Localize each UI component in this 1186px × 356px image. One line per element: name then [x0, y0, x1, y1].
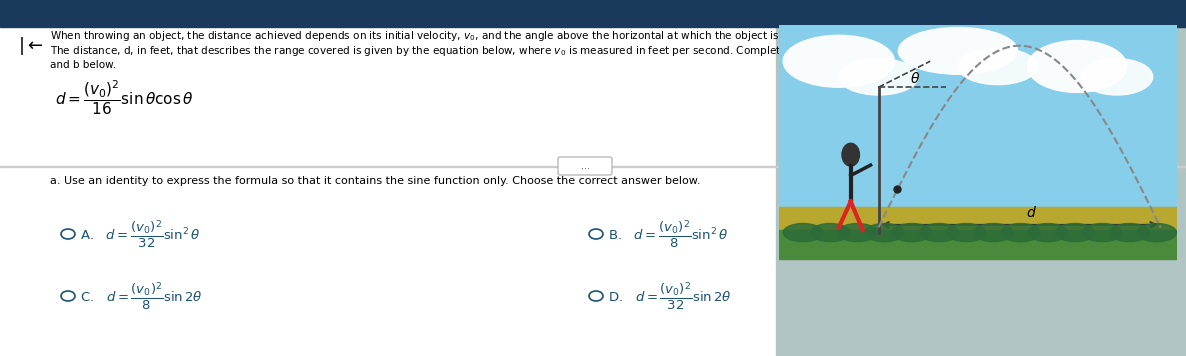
Text: ...: ...: [580, 161, 589, 171]
Ellipse shape: [1082, 59, 1153, 95]
Ellipse shape: [1136, 224, 1177, 242]
Ellipse shape: [589, 291, 602, 301]
Ellipse shape: [946, 224, 986, 242]
Ellipse shape: [60, 291, 75, 301]
Text: When throwing an object, the distance achieved depends on its initial velocity, : When throwing an object, the distance ac…: [50, 29, 835, 43]
Ellipse shape: [1110, 224, 1149, 242]
Bar: [779, 230, 1177, 258]
Ellipse shape: [783, 35, 894, 87]
Ellipse shape: [837, 224, 878, 242]
Ellipse shape: [783, 224, 823, 242]
Ellipse shape: [60, 229, 75, 239]
Text: B.   $d = \dfrac{(v_0)^2}{8}\sin^2\theta$: B. $d = \dfrac{(v_0)^2}{8}\sin^2\theta$: [608, 218, 728, 250]
Ellipse shape: [1028, 224, 1067, 242]
Text: D.   $d = \dfrac{(v_0)^2}{32}\sin 2\theta$: D. $d = \dfrac{(v_0)^2}{32}\sin 2\theta$: [608, 280, 732, 312]
Ellipse shape: [839, 59, 918, 95]
Bar: [0, 27, 778, 356]
Text: a. Use an identity to express the formula so that it contains the sine function : a. Use an identity to express the formul…: [50, 176, 701, 186]
Ellipse shape: [1001, 224, 1040, 242]
Text: $d$: $d$: [1026, 205, 1037, 220]
Text: $|\leftarrow$: $|\leftarrow$: [18, 35, 44, 57]
Ellipse shape: [919, 224, 959, 242]
Text: $d = \dfrac{(v_0)^2}{16}\sin\theta\cos\theta$: $d = \dfrac{(v_0)^2}{16}\sin\theta\cos\t…: [55, 79, 193, 117]
Ellipse shape: [1027, 41, 1127, 93]
Bar: [0, 0, 1186, 27]
Text: and b below.: and b below.: [50, 60, 116, 70]
FancyBboxPatch shape: [557, 157, 612, 175]
Ellipse shape: [810, 224, 850, 242]
Bar: [779, 206, 1177, 235]
Ellipse shape: [589, 229, 602, 239]
Ellipse shape: [899, 27, 1018, 74]
Ellipse shape: [865, 224, 905, 242]
Circle shape: [842, 143, 860, 166]
Bar: [779, 25, 1177, 222]
Ellipse shape: [958, 48, 1038, 85]
Ellipse shape: [1083, 224, 1122, 242]
Text: C.   $d = \dfrac{(v_0)^2}{8}\sin 2\theta$: C. $d = \dfrac{(v_0)^2}{8}\sin 2\theta$: [79, 280, 203, 312]
Bar: [776, 27, 1186, 356]
Ellipse shape: [1056, 224, 1095, 242]
Ellipse shape: [974, 224, 1013, 242]
Bar: [0, 166, 1186, 167]
Text: The distance, d, in feet, that describes the range covered is given by the equat: The distance, d, in feet, that describes…: [50, 44, 827, 58]
Text: $\theta$: $\theta$: [911, 71, 920, 86]
Text: A.   $d = \dfrac{(v_0)^2}{32}\sin^2\theta$: A. $d = \dfrac{(v_0)^2}{32}\sin^2\theta$: [79, 218, 200, 250]
Ellipse shape: [892, 224, 932, 242]
